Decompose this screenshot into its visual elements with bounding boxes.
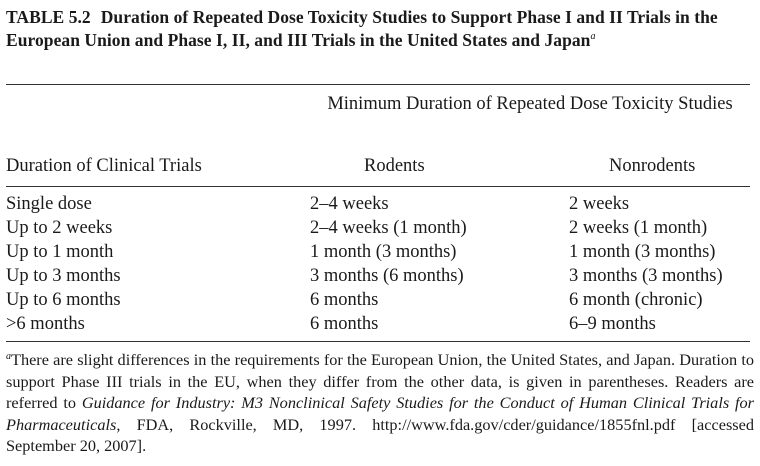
row-rodents-cell: 2–4 weeks — [310, 194, 389, 214]
column-header-duration: Duration of Clinical Trials — [6, 156, 202, 176]
column-header-rodents: Rodents — [364, 156, 425, 176]
row-duration-cell: >6 months — [6, 314, 85, 334]
row-nonrodents-cell: 3 months (3 months) — [569, 266, 723, 286]
row-duration-cell: Up to 3 months — [6, 266, 121, 286]
table-footnote: aThere are slight differences in the req… — [6, 349, 754, 457]
row-nonrodents-cell: 6 month (chronic) — [569, 290, 703, 310]
row-rodents-cell: 1 month (3 months) — [310, 242, 457, 262]
footnote-guidance-title: Guidance for Industry: M3 Nonclinical Sa… — [6, 393, 755, 434]
table-caption: TABLE 5.2 Duration of Repeated Dose Toxic… — [6, 6, 754, 52]
footnote-text-part-1: There are slight differences in the requ… — [6, 350, 754, 413]
row-rodents-cell: 2–4 weeks (1 month) — [310, 218, 467, 238]
bottom-rule — [6, 341, 750, 342]
row-nonrodents-cell: 1 month (3 months) — [569, 242, 716, 262]
row-rodents-cell: 6 months — [310, 290, 379, 310]
column-header-nonrodents: Nonrodents — [609, 156, 696, 176]
title-footnote-marker: a — [590, 31, 596, 42]
row-rodents-cell: 3 months (6 months) — [310, 266, 464, 286]
row-rodents-cell: 6 months — [310, 314, 379, 334]
row-duration-cell: Up to 1 month — [6, 242, 114, 262]
spanner-header: Minimum Duration of Repeated Dose Toxici… — [327, 94, 733, 114]
top-rule — [6, 84, 750, 85]
header-rule — [6, 186, 750, 187]
row-duration-cell: Up to 2 weeks — [6, 218, 113, 238]
footnote-text-part-2: , FDA, Rockville, MD, 1997. http://www.f… — [6, 414, 754, 456]
row-nonrodents-cell: 2 weeks (1 month) — [569, 218, 708, 238]
table-title: Duration of Repeated Dose Toxicity Studi… — [6, 7, 718, 50]
row-nonrodents-cell: 6–9 months — [569, 314, 656, 334]
row-nonrodents-cell: 2 weeks — [569, 194, 630, 214]
row-duration-cell: Single dose — [6, 194, 92, 214]
row-duration-cell: Up to 6 months — [6, 290, 121, 310]
footnote-marker: a — [6, 351, 11, 362]
table-label: TABLE 5.2 — [6, 7, 91, 27]
